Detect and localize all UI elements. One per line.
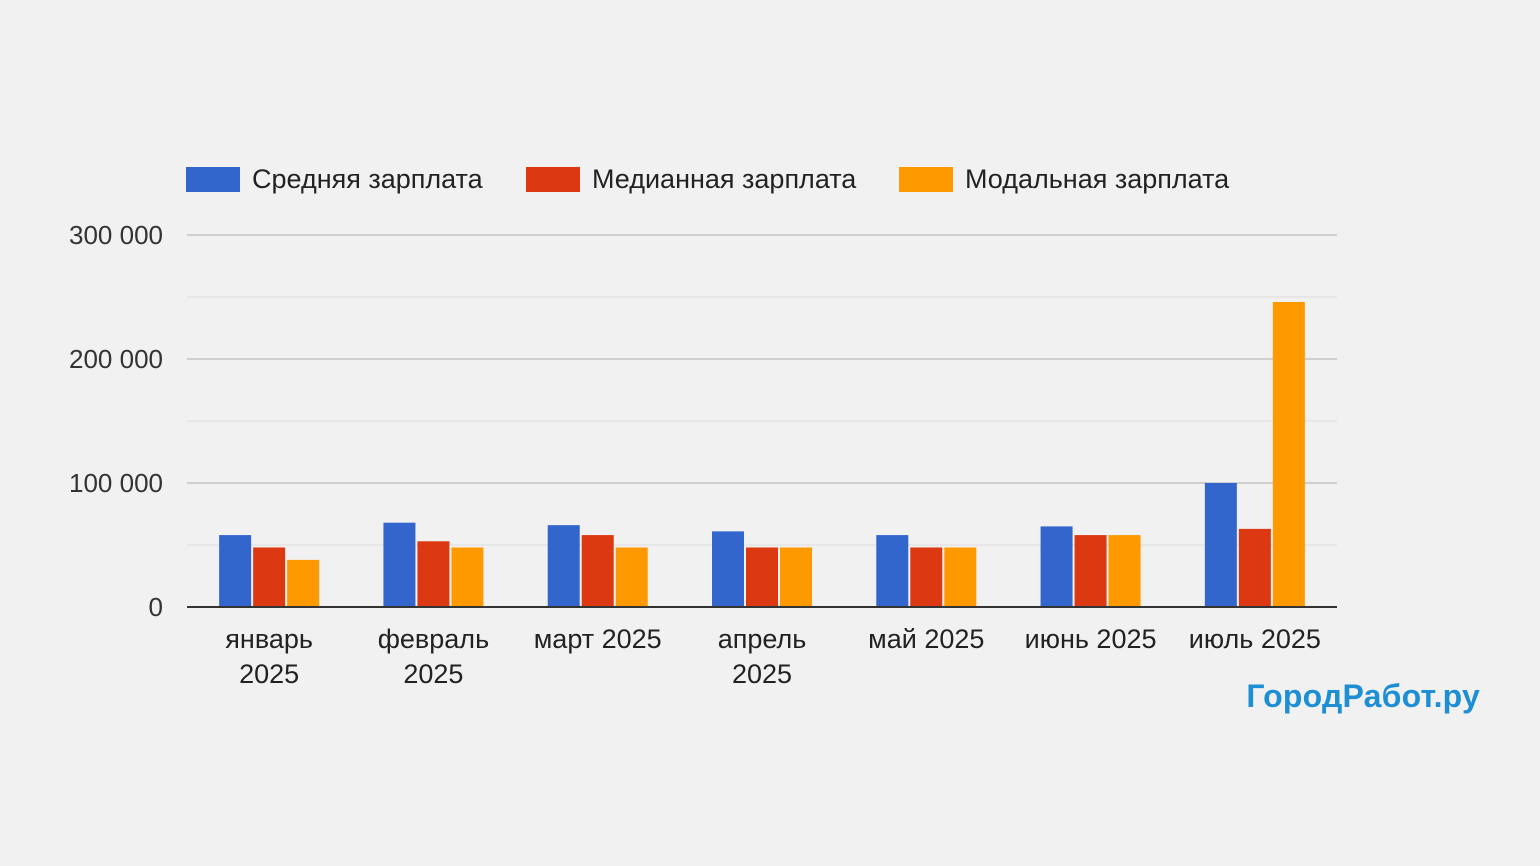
brand-logo: ГородРабот.ру [1246,678,1480,714]
bar [1238,528,1271,607]
x-tick-label: февраль [378,624,489,654]
bar [1074,535,1107,607]
x-tick-label: апрель [718,624,807,654]
y-tick-label: 300 000 [69,220,163,250]
bar [876,535,909,607]
bar [1204,483,1237,607]
x-tick-label: 2025 [239,659,299,689]
x-tick-label: 2025 [732,659,792,689]
legend-label-median: Медианная зарплата [592,164,857,194]
bar [219,535,252,607]
bar [780,547,812,607]
bar [746,547,778,607]
bar [1272,301,1305,607]
bar [1040,526,1073,607]
y-tick-label: 0 [149,592,163,622]
legend-swatch-modal [899,167,953,192]
bar [253,547,286,607]
bar [944,547,977,607]
bar [383,522,416,607]
x-tick-label: июнь 2025 [1025,624,1157,654]
bar [910,547,943,607]
x-tick-label: май 2025 [868,624,984,654]
bar [1108,535,1141,607]
legend-label-modal: Модальная зарплата [965,164,1230,194]
legend-swatch-median [526,167,580,192]
bar [417,541,450,607]
x-tick-label: январь [225,624,313,654]
bar [712,531,744,607]
bar [615,547,648,607]
y-tick-label: 200 000 [69,344,163,374]
bar [287,559,320,607]
x-tick-label: 2025 [403,659,463,689]
x-tick-label: июль 2025 [1189,624,1321,654]
legend-label-average: Средняя зарплата [252,164,483,194]
y-tick-label: 100 000 [69,468,163,498]
bar [547,525,580,607]
x-tick-label: март 2025 [534,624,662,654]
bar [451,547,484,607]
bar [581,535,614,607]
legend-swatch-average [186,167,240,192]
